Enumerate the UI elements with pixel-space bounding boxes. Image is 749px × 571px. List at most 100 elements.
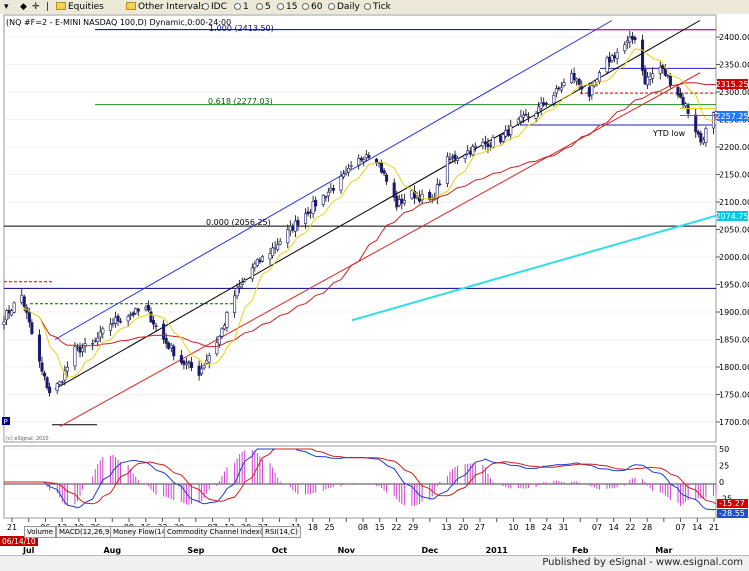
x-tick-label: 22 (625, 523, 635, 532)
candle-body (364, 154, 368, 159)
candle-body (220, 328, 224, 337)
candle-body (577, 79, 581, 85)
radio-icon (234, 3, 241, 10)
candle-body (321, 195, 325, 205)
x-tick-label: 15 (375, 523, 385, 532)
interval-5[interactable]: 5 (256, 1, 271, 13)
tab-rsi[interactable]: RSI(14,C) (262, 526, 301, 538)
candle-body (448, 158, 452, 160)
candle-body (580, 86, 584, 90)
candle-body (486, 143, 490, 148)
interval-idc[interactable]: IDC (202, 1, 227, 13)
interval-15[interactable]: 15 (277, 1, 297, 13)
interval-5-label: 5 (265, 2, 271, 12)
candle-body (699, 132, 703, 143)
p-marker-label: P (4, 418, 8, 426)
candle-body (605, 57, 609, 73)
candle-body (96, 337, 100, 342)
y-tick-label: 1850.00 (719, 336, 749, 345)
price-chart[interactable]: 1700.00 1750.00 1800.00 1850.00 1900.00 1950.… (0, 0, 749, 555)
x-tick-label: Mar (655, 546, 672, 555)
candle-body (81, 347, 85, 352)
candle-body (519, 116, 523, 122)
candle-body (400, 198, 404, 204)
candle-body (648, 75, 652, 80)
interval-15-label: 15 (286, 2, 298, 12)
osc-label-1-box (717, 499, 748, 508)
candle-body (491, 137, 495, 148)
equities-menu[interactable]: Equities (56, 1, 104, 13)
price-label-red: 2315.25 (715, 80, 748, 89)
candle-body (504, 130, 508, 137)
candle-body (678, 93, 683, 98)
candle-body (590, 85, 594, 96)
radio-icon (302, 3, 309, 10)
published-by: Published by eSignal - www.esignal.com (542, 557, 743, 568)
candle-body (559, 87, 563, 91)
candle-body (544, 102, 548, 105)
candle-body (554, 88, 558, 94)
x-tick-label: 18 (308, 523, 318, 532)
candle-body (207, 354, 211, 363)
candle-body (694, 114, 698, 133)
candle-body (116, 315, 120, 322)
osc-tick-label: 0 (719, 478, 724, 487)
candle-body (276, 244, 280, 250)
price-panel (3, 14, 717, 443)
candle-body (552, 94, 556, 104)
candle-body (169, 345, 173, 349)
candle-body (250, 267, 254, 279)
candle-body (410, 189, 414, 199)
candle-body (463, 154, 467, 160)
candle-body (587, 87, 591, 97)
candle-body (146, 304, 150, 311)
y-tick-label: 1800.00 (719, 363, 749, 372)
interval-daily[interactable]: Daily (328, 1, 360, 13)
candle-body (509, 125, 513, 135)
x-tick-label: 28 (642, 523, 652, 532)
candle-body (676, 87, 680, 96)
signal-line (4, 448, 717, 505)
candle-body (382, 170, 386, 174)
tab-volume[interactable]: Volume (24, 526, 57, 538)
dropdown-icon[interactable]: ▾ (4, 2, 9, 12)
candle-body (154, 325, 158, 327)
interval-60[interactable]: 60 (302, 1, 322, 13)
x-tick-label: 10 (508, 523, 518, 532)
candle-body (633, 37, 637, 41)
price-label-red-box (717, 79, 748, 89)
y-tick-label: 2100.00 (719, 198, 749, 207)
candle-body (45, 377, 49, 388)
other-intervals-menu[interactable]: Other Intervals (126, 1, 206, 13)
interval-1[interactable]: 1 (234, 1, 249, 13)
candle-body (27, 312, 31, 323)
interval-tick[interactable]: Tick (364, 1, 391, 13)
candle-body (131, 312, 135, 316)
candle-body (377, 162, 381, 164)
candle-body (428, 191, 432, 201)
interval-daily-label: Daily (337, 2, 360, 12)
fib-label-100: 1.000 (2413.50) (209, 24, 274, 33)
x-tick-label: Sep (187, 546, 204, 555)
sort-icon[interactable]: ◆ (20, 2, 27, 12)
y-tick-label: 2200.00 (719, 143, 749, 152)
y-tick-label: 2150.00 (719, 171, 749, 180)
candle-body (438, 183, 442, 186)
crosshair-icon[interactable]: ✛ (32, 2, 40, 12)
candle-body (273, 247, 277, 249)
candle-body (255, 259, 259, 266)
tab-money-flow[interactable]: Money Flow(14) (110, 526, 172, 538)
candle-body (661, 65, 665, 69)
candle-body (2, 321, 6, 325)
candle-body (278, 241, 282, 245)
candle-body (456, 158, 460, 161)
candle-body (162, 323, 166, 340)
candle-body (524, 113, 528, 116)
candle-body (309, 211, 313, 214)
chart-header: (NQ #F=2 - E-MINI NASDAQ 100,D) Dynamic,… (6, 18, 231, 27)
y-tick-label: 2000.00 (719, 253, 749, 262)
candle-body (534, 113, 538, 119)
ytd-low-label: YTD low (652, 129, 686, 138)
osc-label-2: -28.55 (719, 509, 745, 518)
candle-body (20, 294, 24, 303)
